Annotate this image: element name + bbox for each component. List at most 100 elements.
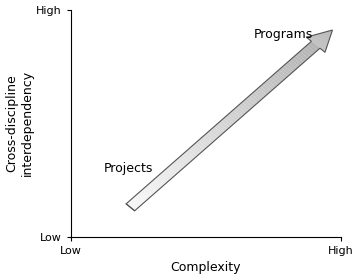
Polygon shape <box>140 190 151 199</box>
Polygon shape <box>151 179 163 188</box>
Polygon shape <box>328 31 331 34</box>
Polygon shape <box>156 175 167 184</box>
Polygon shape <box>308 36 326 51</box>
Polygon shape <box>277 70 288 79</box>
Polygon shape <box>235 106 246 115</box>
Polygon shape <box>165 167 176 176</box>
Polygon shape <box>247 96 257 105</box>
Polygon shape <box>331 30 332 32</box>
Polygon shape <box>216 123 227 132</box>
Polygon shape <box>256 88 267 97</box>
Polygon shape <box>145 186 155 195</box>
Polygon shape <box>331 30 332 31</box>
Polygon shape <box>325 32 331 36</box>
Polygon shape <box>323 32 330 38</box>
Polygon shape <box>288 60 299 69</box>
Polygon shape <box>196 141 206 150</box>
Polygon shape <box>186 149 197 158</box>
Polygon shape <box>168 165 179 174</box>
Polygon shape <box>290 58 302 67</box>
Polygon shape <box>326 32 331 36</box>
Polygon shape <box>253 90 264 99</box>
Polygon shape <box>184 151 195 160</box>
Polygon shape <box>154 178 165 186</box>
Polygon shape <box>308 37 326 51</box>
Polygon shape <box>133 196 144 205</box>
Polygon shape <box>284 64 294 73</box>
Polygon shape <box>221 118 232 127</box>
Polygon shape <box>312 36 327 48</box>
Polygon shape <box>223 116 234 125</box>
Polygon shape <box>249 94 260 103</box>
Polygon shape <box>317 34 328 43</box>
Polygon shape <box>244 98 255 107</box>
Polygon shape <box>319 34 329 42</box>
Polygon shape <box>307 37 325 52</box>
Polygon shape <box>260 84 271 93</box>
Polygon shape <box>263 82 274 91</box>
Polygon shape <box>279 68 290 77</box>
Polygon shape <box>193 143 204 152</box>
Polygon shape <box>327 31 331 34</box>
Polygon shape <box>315 35 328 45</box>
Polygon shape <box>138 192 149 200</box>
Polygon shape <box>313 35 327 47</box>
Polygon shape <box>161 171 172 180</box>
Polygon shape <box>163 169 174 178</box>
Text: Programs: Programs <box>254 28 313 41</box>
Polygon shape <box>212 127 223 136</box>
Polygon shape <box>309 41 320 50</box>
Polygon shape <box>242 100 253 109</box>
Polygon shape <box>170 163 181 172</box>
Polygon shape <box>214 125 225 134</box>
Polygon shape <box>293 55 304 64</box>
Polygon shape <box>272 74 283 83</box>
Polygon shape <box>182 153 192 162</box>
Polygon shape <box>191 145 202 154</box>
Text: Projects: Projects <box>103 162 153 175</box>
Polygon shape <box>317 34 328 43</box>
Polygon shape <box>329 31 332 33</box>
Polygon shape <box>258 86 269 95</box>
Polygon shape <box>159 173 169 182</box>
Polygon shape <box>149 181 160 190</box>
Polygon shape <box>316 34 328 44</box>
Polygon shape <box>327 31 331 35</box>
Polygon shape <box>228 112 239 121</box>
Polygon shape <box>320 33 329 41</box>
Polygon shape <box>306 37 325 52</box>
Polygon shape <box>298 52 308 60</box>
Polygon shape <box>321 33 329 40</box>
Polygon shape <box>316 34 328 45</box>
Polygon shape <box>322 33 330 39</box>
Polygon shape <box>230 110 241 119</box>
Polygon shape <box>267 78 278 87</box>
Polygon shape <box>131 198 141 207</box>
Polygon shape <box>202 135 213 144</box>
Polygon shape <box>324 32 330 37</box>
Polygon shape <box>307 43 318 52</box>
Polygon shape <box>129 200 139 209</box>
Polygon shape <box>323 32 330 38</box>
Polygon shape <box>312 35 327 47</box>
Polygon shape <box>314 35 327 46</box>
Polygon shape <box>320 33 329 41</box>
Polygon shape <box>135 194 146 203</box>
Polygon shape <box>318 34 328 42</box>
Polygon shape <box>205 133 216 142</box>
Polygon shape <box>321 33 330 39</box>
Polygon shape <box>175 159 186 168</box>
Polygon shape <box>180 155 190 164</box>
Polygon shape <box>188 147 200 156</box>
Polygon shape <box>295 53 306 62</box>
Polygon shape <box>274 72 285 81</box>
Polygon shape <box>328 31 332 33</box>
Polygon shape <box>237 104 248 113</box>
Polygon shape <box>325 32 330 37</box>
Polygon shape <box>311 36 326 48</box>
Polygon shape <box>313 35 327 46</box>
Polygon shape <box>304 45 315 54</box>
Polygon shape <box>239 102 251 111</box>
X-axis label: Complexity: Complexity <box>171 262 241 274</box>
Polygon shape <box>270 76 281 85</box>
